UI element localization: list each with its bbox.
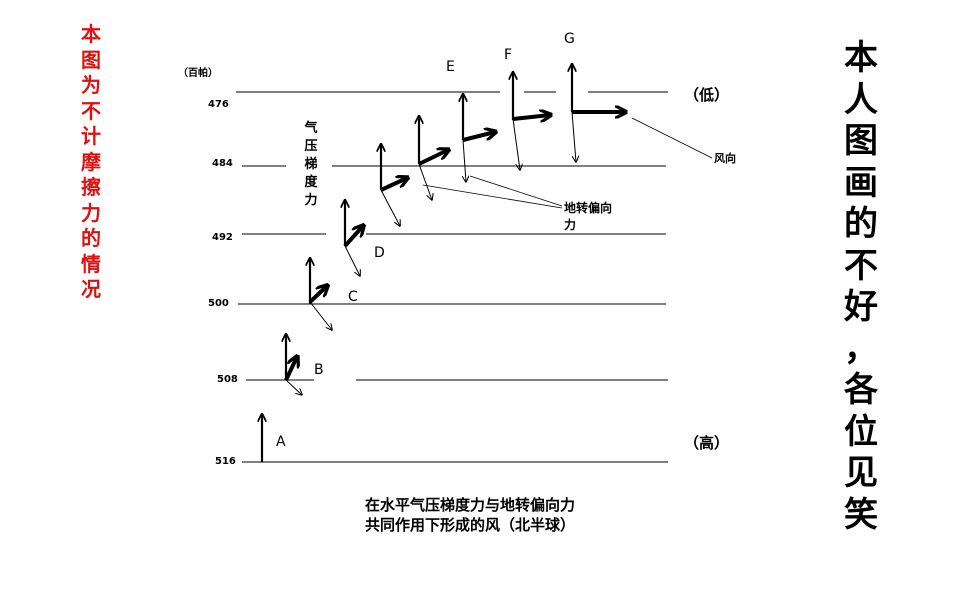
caption-line-1: 在水平气压梯度力与地转偏向力 — [364, 496, 575, 514]
left-note-char-1: 本 — [81, 22, 101, 46]
right-note-char-8: ， — [844, 328, 878, 369]
caption-line-2: 共同作用下形成的风（北半球） — [364, 516, 575, 534]
right-note-char-10: 位 — [844, 411, 878, 452]
left-note-char-2: 图 — [81, 47, 101, 72]
point-labels: A B C D E F G — [276, 31, 575, 450]
isobar-lines — [236, 91, 668, 463]
wind-arrow-e2 — [462, 132, 495, 142]
coriolis-pointer-1 — [422, 184, 563, 209]
coriolis-arrow-c — [309, 301, 332, 330]
wind-pointer — [631, 117, 713, 159]
left-note-char-8: 力 — [81, 200, 101, 225]
wind-arrows — [284, 112, 625, 381]
annotation-pointers — [422, 117, 713, 209]
coriolis-label-line2: 力 — [564, 217, 576, 232]
left-note-char-10: 情 — [81, 251, 101, 276]
point-label-g: G — [564, 31, 575, 47]
pgf-char-2: 压 — [304, 139, 317, 154]
wind-arrow-b — [284, 357, 297, 381]
point-label-d: D — [374, 245, 385, 261]
pgf-char-3: 梯 — [304, 156, 317, 172]
point-label-c: C — [348, 289, 358, 305]
wind-arrow-d2 — [380, 178, 407, 192]
right-note-char-12: 笑 — [844, 494, 878, 535]
wind-arrow-d — [343, 226, 363, 248]
coriolis-label-line1: 地转偏向 — [564, 200, 612, 215]
left-note-char-7: 擦 — [81, 175, 101, 199]
right-note-char-9: 各 — [844, 370, 878, 410]
wind-arrow-f — [512, 115, 550, 119]
wind-direction-label: 风向 — [714, 151, 736, 165]
coriolis-arrow-e — [418, 163, 432, 200]
left-note-char-4: 不 — [81, 98, 101, 123]
left-note-char-9: 的 — [81, 226, 101, 250]
pgf-char-4: 度 — [304, 174, 318, 190]
right-note-char-2: 人 — [844, 79, 878, 120]
pressure-gradient-arrows — [262, 64, 572, 462]
coriolis-arrow-d2 — [380, 189, 400, 226]
left-vertical-note: 本图为不计摩擦力的情况 — [78, 22, 104, 303]
coriolis-arrows — [285, 111, 576, 395]
high-pressure-label: （高） — [684, 434, 729, 452]
left-note-char-6: 摩 — [81, 149, 101, 174]
isobar-label-508: 508 — [217, 374, 238, 385]
coriolis-pointer-2 — [469, 175, 563, 207]
unit-label: （百帕） — [178, 66, 218, 79]
coriolis-arrow-f — [512, 118, 520, 170]
wind-arrow-c — [308, 286, 327, 304]
point-label-e: E — [446, 59, 455, 75]
right-note-char-3: 图 — [844, 121, 878, 161]
low-pressure-label: （低） — [684, 86, 729, 104]
pgf-char-5: 力 — [304, 192, 317, 208]
isobar-label-492: 492 — [212, 232, 233, 243]
isobar-label-500: 500 — [208, 298, 229, 309]
right-vertical-note: 本人图画的不好，各位见笑 — [836, 38, 886, 536]
isobar-label-484: 484 — [212, 158, 233, 169]
wind-arrow-e — [418, 150, 448, 166]
right-note-char-6: 不 — [844, 245, 878, 286]
point-label-a: A — [276, 434, 286, 450]
coriolis-arrow-b — [285, 379, 302, 395]
left-note-char-3: 为 — [81, 73, 101, 97]
point-label-b: B — [314, 362, 324, 378]
isobar-values: （百帕） 476 484 492 500 508 516 — [178, 66, 238, 467]
coriolis-arrow-e2 — [463, 139, 466, 182]
right-note-char-1: 本 — [844, 38, 878, 78]
left-note-char-11: 况 — [81, 277, 101, 301]
right-note-char-11: 见 — [844, 453, 878, 493]
right-note-char-7: 好 — [844, 287, 878, 327]
right-note-char-4: 画 — [844, 162, 878, 203]
point-label-f: F — [504, 47, 512, 63]
left-note-char-5: 计 — [81, 124, 101, 148]
pgf-char-1: 气 — [304, 120, 317, 136]
coriolis-arrow-g — [571, 111, 576, 162]
coriolis-arrow-d — [344, 245, 360, 276]
isobar-label-476: 476 — [208, 99, 229, 110]
pgf-annotation: 气 压 梯 度 力 — [304, 120, 318, 208]
isobar-label-516: 516 — [215, 456, 236, 467]
right-note-char-5: 的 — [844, 204, 878, 244]
